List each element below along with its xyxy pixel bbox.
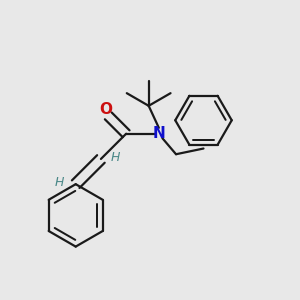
- Text: H: H: [110, 151, 120, 164]
- Text: H: H: [55, 176, 64, 189]
- Text: N: N: [152, 126, 165, 141]
- Text: O: O: [99, 102, 112, 117]
